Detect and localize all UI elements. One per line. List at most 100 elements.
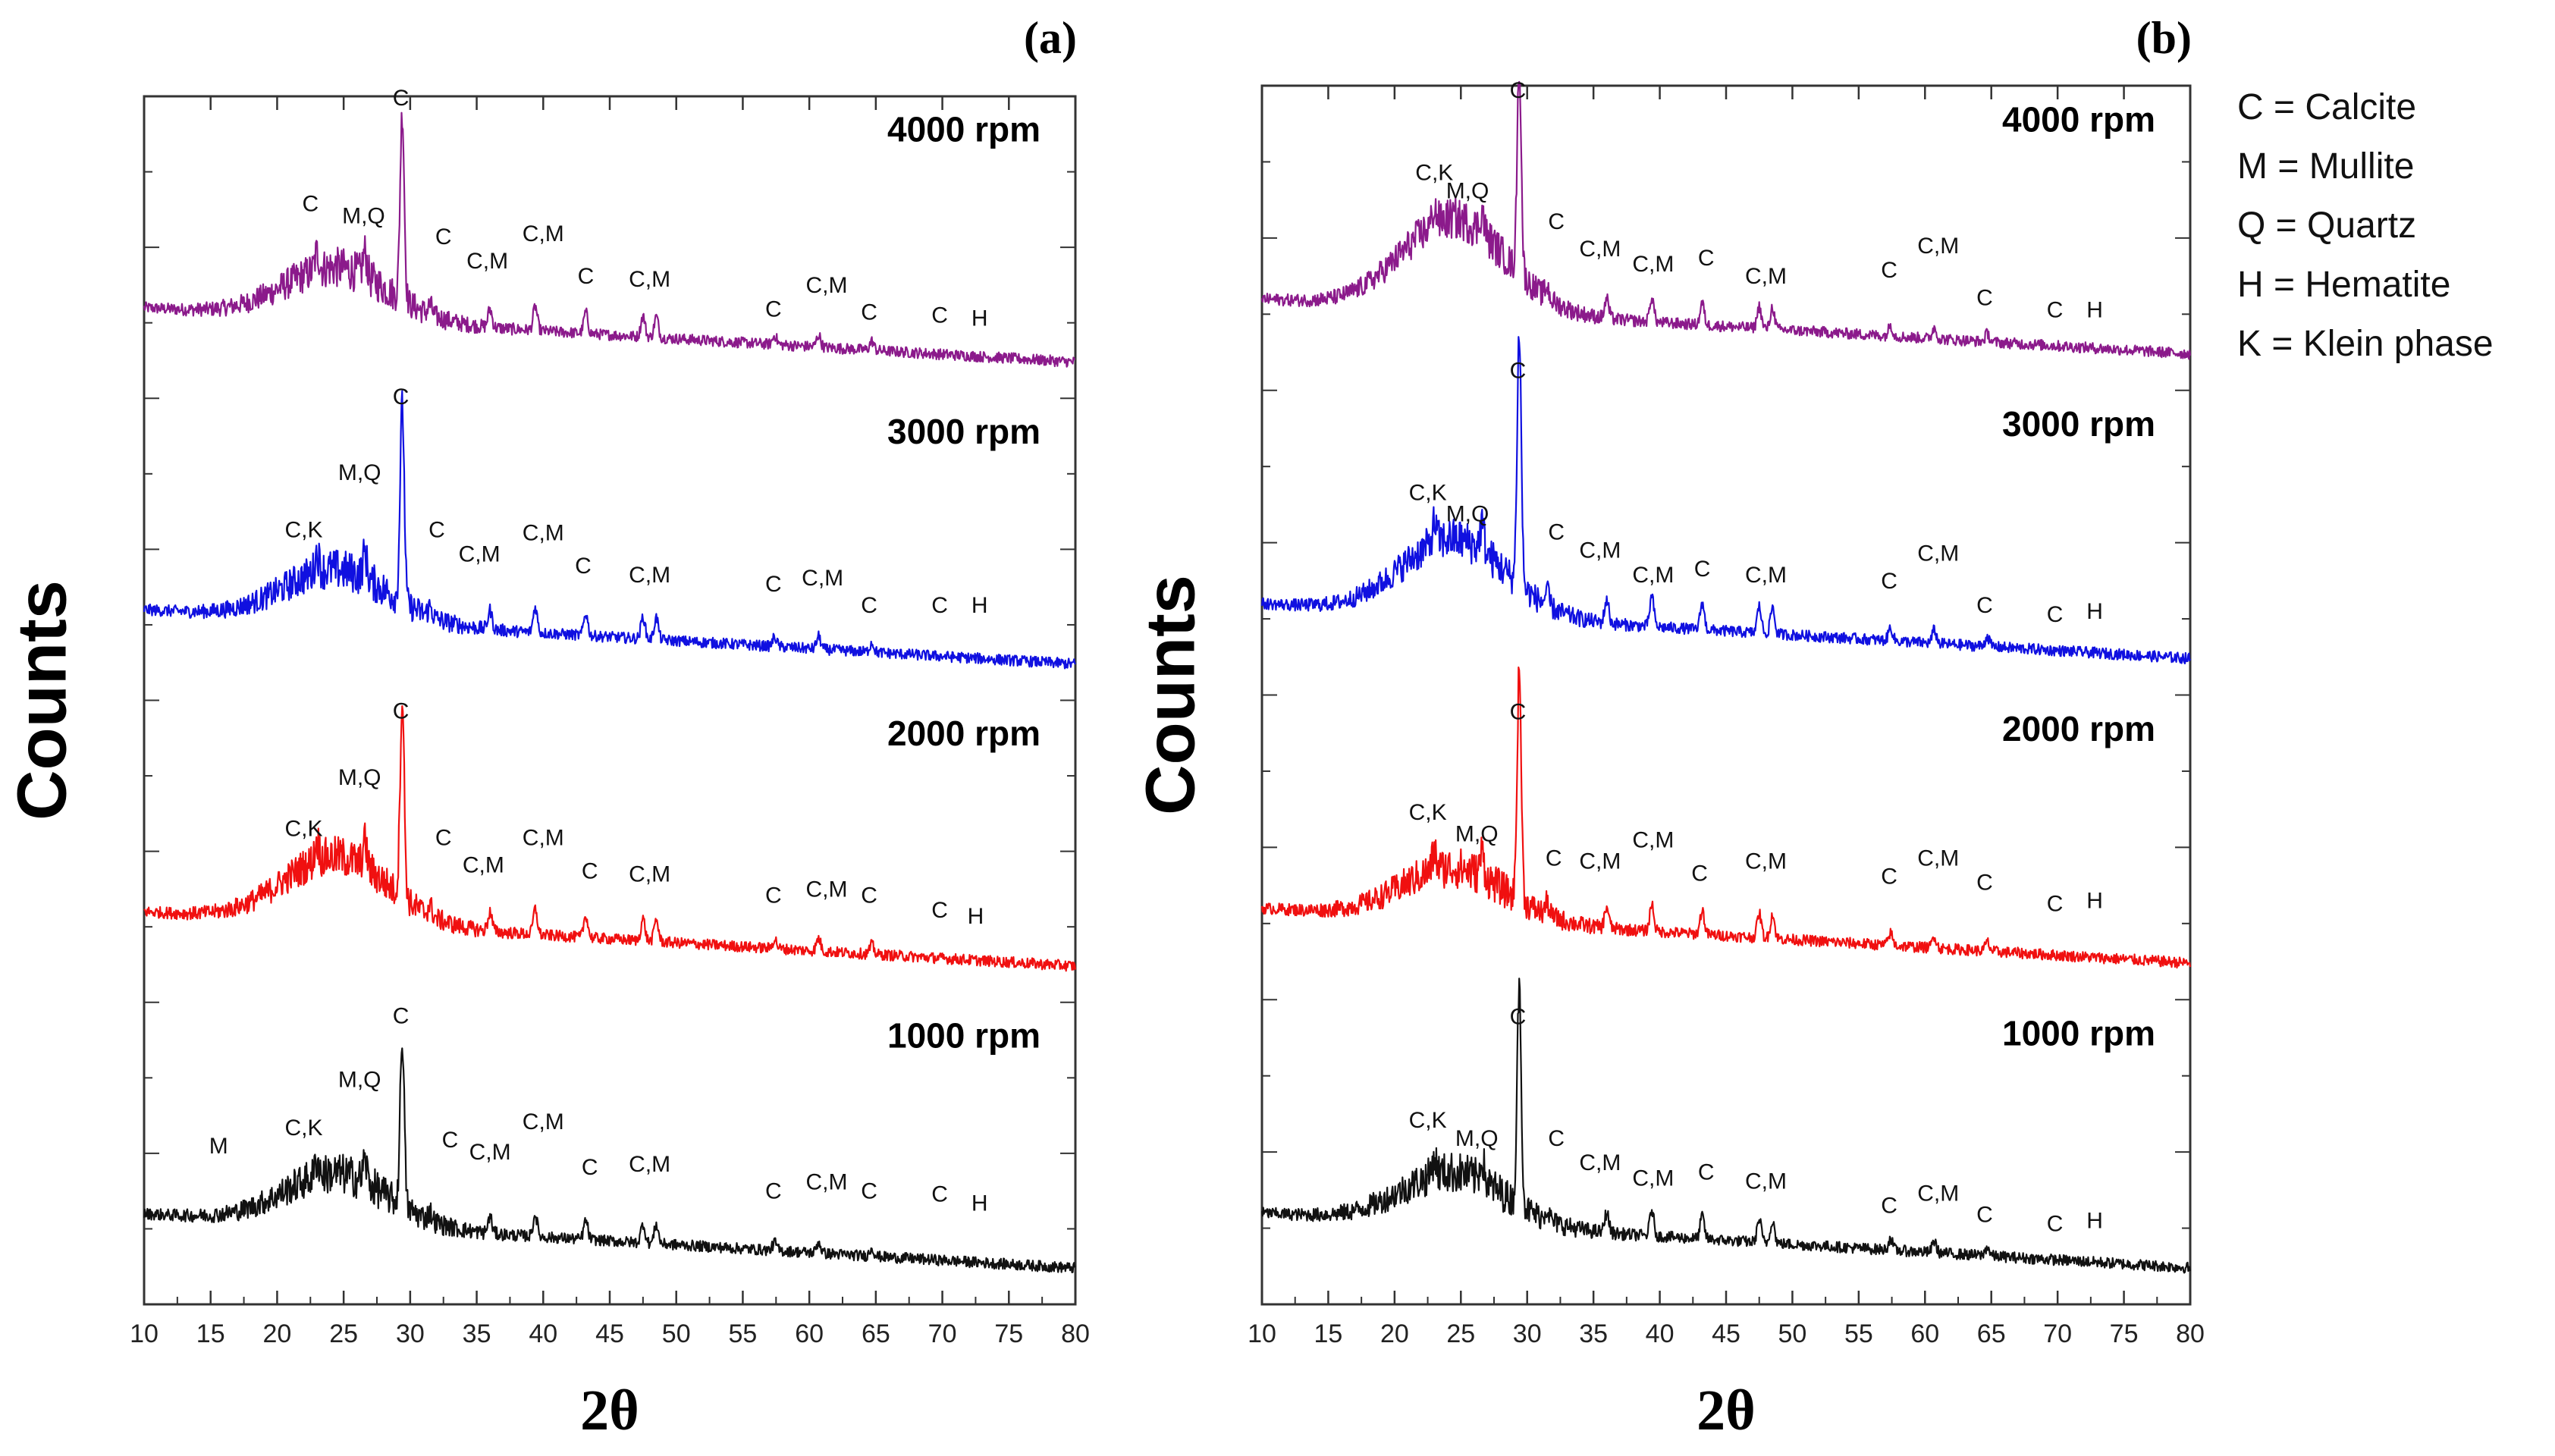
- series-line: [143, 1047, 1076, 1273]
- x-tick-label: 25: [329, 1320, 358, 1348]
- peak-annotation: C: [575, 554, 592, 579]
- x-tick-label: 20: [263, 1320, 292, 1348]
- series-line: [1260, 666, 2192, 969]
- peak-annotation: C: [1546, 846, 1562, 871]
- series-label: 2000 rpm: [2002, 709, 2155, 748]
- peak-annotation: C: [1698, 1159, 1715, 1185]
- x-tick-label: 65: [1977, 1320, 2006, 1348]
- peak-annotation: C: [1698, 246, 1715, 271]
- peak-annotation: C: [1691, 861, 1708, 886]
- peak-annotation: C,M: [629, 267, 670, 292]
- panel-label: (b): [2136, 13, 2192, 63]
- peak-annotation: C,M: [629, 861, 670, 886]
- peak-annotation: M,Q: [338, 765, 381, 790]
- x-tick-label: 30: [396, 1320, 425, 1348]
- peak-annotation: H: [971, 306, 988, 331]
- x-axis-label: 2θ: [1697, 1379, 1756, 1442]
- x-tick-label: 60: [795, 1320, 824, 1348]
- y-axis-label: Counts: [1132, 575, 1209, 815]
- peak-annotation: H: [2086, 599, 2103, 624]
- peak-annotation: C: [1548, 1126, 1565, 1151]
- x-tick-label: 70: [928, 1320, 957, 1348]
- legend-entry: H = Hematite: [2237, 265, 2450, 305]
- peak-annotation: H: [971, 593, 988, 618]
- series-line: [1260, 80, 2192, 360]
- peak-annotation: C: [1881, 569, 1897, 594]
- x-axis-label: 2θ: [580, 1379, 639, 1442]
- peak-annotation: C: [2047, 1212, 2064, 1237]
- peak-annotation: C,M: [1917, 234, 1959, 259]
- peak-annotation: C,M: [1745, 563, 1787, 588]
- peak-annotation: C: [1694, 557, 1711, 582]
- peak-annotation: C,M: [523, 221, 564, 246]
- peak-annotation: C,M: [802, 566, 843, 591]
- peak-annotation: C,M: [1917, 846, 1959, 871]
- x-tick-label: 25: [1446, 1320, 1475, 1348]
- peak-annotation: C: [1510, 359, 1527, 384]
- peak-annotation: C,M: [1745, 1169, 1787, 1194]
- peak-annotation: C: [861, 300, 877, 325]
- series-label: 1000 rpm: [2002, 1014, 2155, 1053]
- legend-entry: K = Klein phase: [2237, 324, 2494, 364]
- peak-annotation: C: [931, 898, 948, 923]
- x-tick-label: 45: [1712, 1320, 1740, 1348]
- peak-annotation: C: [428, 517, 445, 542]
- x-tick-label: 50: [662, 1320, 691, 1348]
- peak-annotation: C: [931, 303, 948, 328]
- peak-annotation: C: [2047, 892, 2064, 917]
- y-axis-label: Counts: [3, 580, 80, 821]
- peak-annotation: C,M: [629, 1152, 670, 1177]
- panel-b: 10 15 20 25 30 35 40 45 50 55 60 65 70 75 80 2θ Counts (b…: [1132, 13, 2205, 1442]
- peak-annotation: C: [1976, 871, 1993, 896]
- x-tick-label: 15: [196, 1320, 225, 1348]
- legend-entry: Q = Quartz: [2237, 206, 2416, 246]
- series-label: 3000 rpm: [2002, 404, 2155, 444]
- x-tick-label: 50: [1778, 1320, 1807, 1348]
- peak-annotation: C: [1881, 864, 1897, 890]
- peak-annotation: C,M: [463, 853, 504, 878]
- peak-annotation: H: [971, 1191, 988, 1216]
- series-label: 2000 rpm: [887, 714, 1041, 753]
- peak-annotation: C: [765, 1179, 782, 1204]
- peak-annotation: C,K: [1409, 480, 1447, 505]
- peak-annotation: M,Q: [342, 203, 385, 228]
- x-tick-label: 80: [1061, 1320, 1090, 1348]
- peak-annotation: C,K: [1409, 800, 1447, 825]
- panel-label: (a): [1024, 13, 1077, 63]
- peak-annotation: C: [1510, 700, 1527, 725]
- peak-annotation: C: [435, 224, 452, 249]
- peak-annotation: C: [2047, 297, 2064, 322]
- x-tick-label: 35: [1579, 1320, 1608, 1348]
- peak-annotation: C: [931, 1182, 948, 1207]
- x-tick-label: 65: [862, 1320, 890, 1348]
- peak-annotation: C,M: [523, 520, 564, 545]
- peak-annotation: C,M: [629, 563, 670, 588]
- peak-annotation: C,K: [285, 1116, 323, 1141]
- peak-annotation: C: [1976, 593, 1993, 618]
- peak-annotation: C,M: [1632, 1166, 1674, 1191]
- x-tick-label: 45: [595, 1320, 624, 1348]
- peak-annotation: M,Q: [338, 1067, 381, 1092]
- peak-annotation: C: [1510, 78, 1527, 103]
- peak-annotation: C: [2047, 602, 2064, 627]
- peak-annotation: C,M: [1745, 264, 1787, 289]
- x-tick-label: 75: [994, 1320, 1023, 1348]
- peak-annotation: M: [209, 1134, 228, 1159]
- series-line: [1260, 977, 2192, 1274]
- series-line: [143, 705, 1077, 972]
- peak-annotation: C,M: [805, 273, 847, 298]
- series-line: [143, 390, 1076, 670]
- peak-annotation: C,M: [805, 1170, 847, 1195]
- peak-annotation: C: [1510, 1004, 1527, 1029]
- peak-annotation: C,M: [466, 249, 508, 274]
- peak-annotation: C,M: [1579, 849, 1621, 874]
- x-tick-label: 10: [1248, 1320, 1276, 1348]
- peak-annotation: C: [442, 1128, 459, 1153]
- peak-annotation: C,M: [805, 877, 847, 902]
